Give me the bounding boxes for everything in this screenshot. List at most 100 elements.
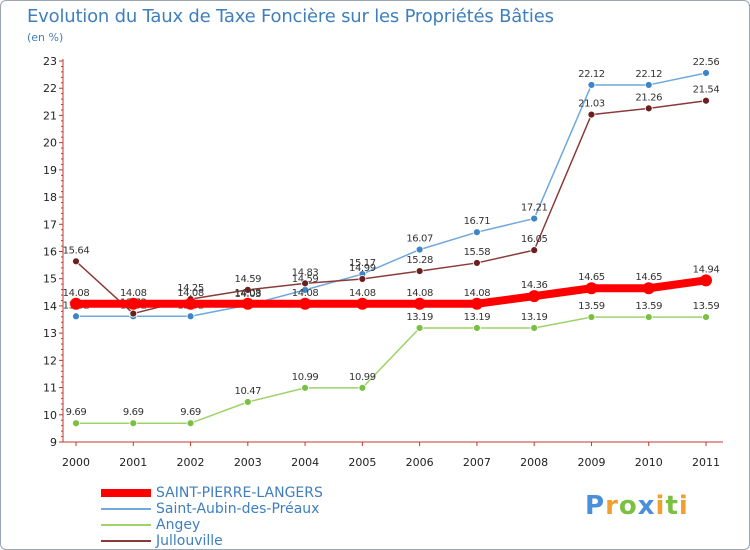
data-label: 17.21 (521, 203, 548, 214)
y-tick-label: 22 (43, 82, 57, 95)
data-label: 14.08 (177, 288, 204, 299)
series-line (75, 99, 707, 315)
data-label: 14.08 (406, 288, 433, 299)
series-line (75, 316, 707, 424)
data-label: 16.07 (406, 234, 433, 245)
data-point (72, 312, 80, 321)
legend-label: Jullouville (156, 533, 223, 549)
data-label: 14.03 (234, 289, 261, 300)
x-tick-label: 2006 (406, 456, 434, 469)
x-tick-label: 2011 (692, 456, 720, 469)
data-label: 14.36 (521, 280, 548, 291)
data-point (415, 324, 424, 332)
data-label: 9.69 (180, 407, 201, 418)
legend-label: SAINT-PIERRE-LANGERS (156, 485, 323, 501)
data-label: 15.28 (406, 255, 433, 266)
data-point (702, 69, 710, 77)
data-label: 21.26 (635, 92, 662, 103)
data-label: 16.71 (464, 216, 491, 227)
data-point (243, 398, 252, 406)
legend-swatch (101, 524, 151, 526)
legend-swatch (101, 508, 151, 510)
chart-subtitle: (en %) (27, 31, 64, 44)
data-point (241, 297, 254, 310)
data-point (72, 257, 80, 266)
data-label: 14.08 (292, 288, 319, 299)
logo-letter: P (585, 491, 606, 521)
data-label: 22.12 (635, 69, 662, 80)
data-label: 14.94 (693, 264, 720, 275)
data-point (415, 267, 424, 275)
data-label: 9.69 (123, 407, 144, 418)
data-label: 14.99 (349, 263, 376, 274)
data-point (642, 282, 655, 295)
data-label: 13.19 (464, 312, 491, 323)
data-point (530, 246, 539, 255)
data-label: 14.08 (349, 288, 376, 299)
y-tick-label: 16 (43, 246, 57, 259)
y-tick-label: 10 (43, 409, 57, 422)
data-label: 21.54 (693, 85, 720, 96)
data-point (127, 297, 140, 310)
data-point (129, 309, 138, 318)
series-line (75, 72, 707, 318)
y-tick-label: 20 (43, 137, 57, 150)
data-label: 10.47 (234, 386, 261, 397)
data-label: 21.03 (578, 99, 605, 110)
legend-label: Saint-Aubin-des-Préaux (156, 501, 320, 517)
data-label: 14.83 (292, 267, 319, 278)
x-tick-label: 2007 (463, 456, 491, 469)
data-point (415, 245, 424, 254)
data-label: 14.08 (234, 288, 261, 299)
y-tick-label: 12 (43, 354, 57, 367)
legend-label: Angey (156, 517, 201, 533)
data-point (470, 297, 483, 310)
y-tick-label: 14 (43, 300, 57, 313)
x-tick-label: 2004 (291, 456, 319, 469)
data-label: 14.08 (63, 288, 90, 299)
data-label: 14.08 (120, 288, 147, 299)
logo-letter: i (655, 491, 666, 521)
series-line (72, 276, 710, 308)
data-point (358, 275, 367, 283)
y-tick-label: 19 (43, 164, 57, 177)
legend-swatch (101, 540, 151, 542)
y-tick-label: 11 (43, 382, 57, 395)
data-label: 14.59 (234, 274, 261, 285)
data-point (702, 96, 710, 105)
x-tick-label: 2005 (348, 456, 376, 469)
data-point (587, 110, 596, 119)
chart-title: Evolution du Taux de Taxe Foncière sur l… (27, 6, 554, 27)
logo-letter: t (665, 491, 679, 521)
legend-swatch (101, 489, 151, 497)
logo-letter: i (678, 491, 689, 521)
data-point (70, 297, 82, 310)
data-label: 13.19 (406, 312, 433, 323)
data-label: 13.59 (693, 301, 720, 312)
y-tick-label: 15 (43, 273, 57, 286)
data-label: 10.99 (292, 372, 319, 383)
x-tick-label: 2001 (119, 456, 147, 469)
data-label: 13.59 (578, 301, 605, 312)
data-point (702, 313, 710, 321)
y-tick-label: 13 (43, 327, 57, 340)
data-point (587, 313, 596, 321)
data-label: 22.12 (578, 69, 605, 80)
logo-letter: x (637, 491, 656, 521)
data-point (644, 104, 653, 113)
data-point (358, 383, 367, 392)
y-tick-label: 23 (43, 55, 57, 68)
y-tick-label: 9 (50, 436, 57, 449)
data-point (186, 419, 195, 428)
data-label: 13.59 (635, 301, 662, 312)
y-tick-label: 17 (43, 218, 57, 231)
data-label: 14.65 (635, 272, 662, 283)
data-label: 15.58 (464, 247, 491, 258)
logo-letter: r (605, 491, 619, 521)
x-tick-label: 2002 (177, 456, 205, 469)
data-point (473, 324, 481, 332)
x-tick-label: 2003 (234, 456, 262, 469)
data-label: 15.17 (349, 258, 376, 269)
data-point (644, 81, 653, 89)
data-point (186, 312, 195, 321)
